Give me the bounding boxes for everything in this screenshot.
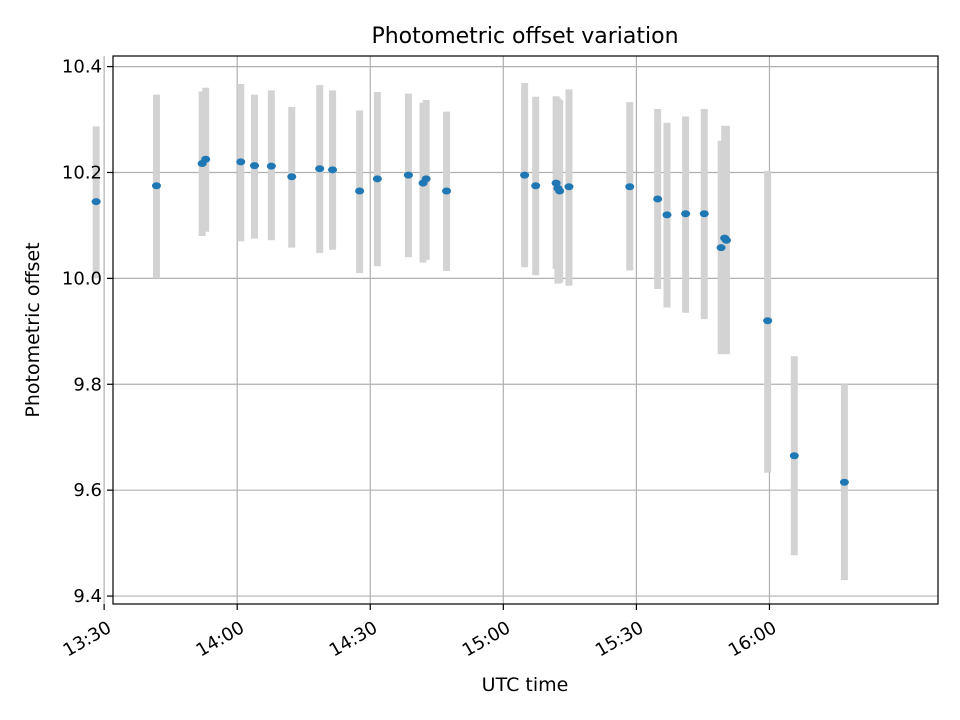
data-point [699,210,709,218]
data-point [520,171,530,179]
y-axis-label: Photometric offset [22,242,44,417]
y-axis-ticks: 9.4 9.6 9.8 10.0 10.2 10.4 [62,57,113,607]
data-point [328,166,338,174]
y-tick-label: 10.4 [62,57,102,78]
chart-title: Photometric offset variation [371,24,678,49]
data-point [372,175,382,183]
data-point [236,158,246,166]
data-point [716,244,726,252]
data-point [839,478,849,486]
data-point [531,182,541,190]
data-point [201,155,211,163]
data-point [662,211,672,219]
data-point [403,171,413,179]
data-point [249,162,259,170]
y-tick-label: 9.4 [73,586,102,607]
data-point [287,173,297,181]
data-point [625,183,635,191]
data-point [721,236,731,244]
data-point [315,165,325,173]
data-point [555,187,565,195]
data-point [789,452,799,460]
data-point [551,179,561,187]
data-point [681,210,691,218]
data-point [564,183,574,191]
data-point [653,195,663,203]
data-point [355,187,365,195]
x-axis-label: UTC time [482,674,569,696]
y-tick-label: 9.8 [73,374,102,395]
data-point [442,187,452,195]
data-point [91,198,101,206]
data-point [421,175,431,183]
y-tick-label: 9.6 [73,480,102,501]
data-point [151,182,161,190]
plot-frame [112,55,939,605]
y-tick-label: 10.0 [62,268,102,289]
data-point [266,162,276,170]
data-point [763,317,773,325]
y-tick-label: 10.2 [62,162,102,183]
data-points [91,155,849,486]
